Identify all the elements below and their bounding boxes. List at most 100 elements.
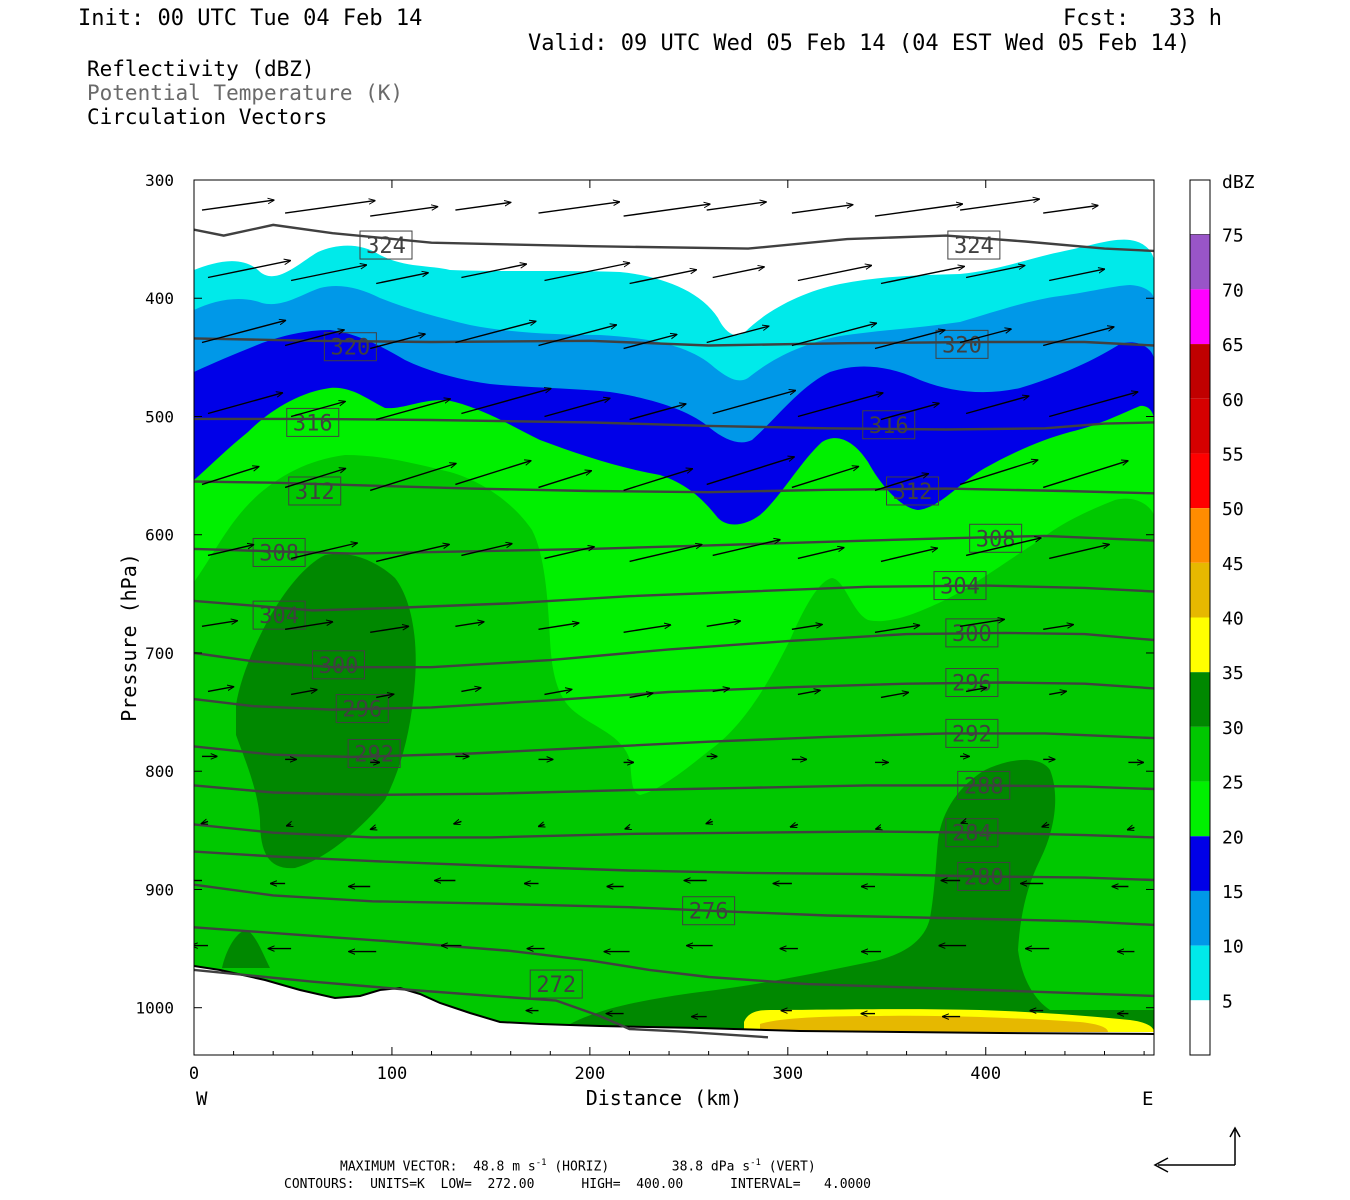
contour-label-box bbox=[347, 738, 401, 768]
contour-label: 292 bbox=[354, 742, 394, 767]
colorbar-level-label: 55 bbox=[1222, 444, 1244, 465]
contour-label: 304 bbox=[940, 575, 980, 600]
circulation-vector bbox=[880, 266, 964, 285]
y-tick-label: 400 bbox=[145, 289, 174, 308]
circulation-vector bbox=[207, 545, 254, 557]
colorbar-box bbox=[1190, 562, 1210, 618]
max-vector-horiz-units: m s bbox=[512, 1159, 536, 1175]
y-tick-label: 1000 bbox=[135, 999, 174, 1018]
circulation-vector bbox=[539, 824, 545, 826]
contour-label-box bbox=[335, 694, 389, 724]
contour-label-box bbox=[682, 896, 736, 926]
circulation-vector bbox=[1049, 544, 1109, 560]
circulation-vector bbox=[706, 326, 769, 344]
contour-label: 304 bbox=[259, 604, 299, 629]
theta-contour-line bbox=[194, 480, 1154, 495]
theta-contour-line bbox=[194, 732, 1154, 759]
colorbar-box bbox=[1190, 672, 1210, 727]
colorbar-level-label: 75 bbox=[1222, 226, 1244, 247]
contour-label: 300 bbox=[319, 654, 359, 679]
contour-label-box bbox=[935, 329, 989, 359]
contour-label-box bbox=[529, 969, 583, 999]
circulation-vector bbox=[461, 544, 512, 557]
max-vector-vert-units: dPa s bbox=[710, 1159, 751, 1175]
circulation-vector bbox=[959, 460, 1038, 486]
max-vector-horiz-value: 48.8 bbox=[473, 1159, 505, 1175]
contour-label-box bbox=[945, 668, 999, 698]
circulation-vector bbox=[455, 622, 484, 627]
circulation-vector bbox=[201, 621, 237, 627]
circulation-vector bbox=[538, 623, 579, 630]
theta-contour-line bbox=[194, 417, 1154, 431]
refl-30-patch-sw bbox=[222, 930, 270, 968]
circulation-vector bbox=[629, 270, 697, 285]
contour-label: 320 bbox=[942, 333, 982, 358]
y-tick-label: 700 bbox=[145, 644, 174, 663]
contour-label-box bbox=[969, 523, 1023, 553]
circulation-vector bbox=[791, 323, 877, 347]
colorbar-level-label: 15 bbox=[1222, 882, 1244, 903]
colorbar-level-label: 30 bbox=[1222, 718, 1244, 739]
circulation-vector bbox=[623, 469, 693, 492]
circulation-vector bbox=[454, 821, 462, 824]
colorbar-box bbox=[1190, 781, 1210, 837]
colorbar-level-label: 40 bbox=[1222, 609, 1244, 630]
field-reflectivity: Reflectivity (dBZ) bbox=[87, 57, 315, 81]
colorbar-box bbox=[1189, 179, 1211, 236]
colorbar-box bbox=[1190, 344, 1210, 399]
circulation-vector bbox=[959, 619, 1004, 627]
theta-contour-line bbox=[194, 850, 1154, 882]
colorbar-level-label: 25 bbox=[1222, 773, 1244, 794]
theta-contour-line bbox=[194, 883, 1154, 927]
circulation-vector bbox=[461, 389, 550, 415]
refl-30-cell-east bbox=[560, 759, 1154, 1030]
x-tick-label: 0 bbox=[189, 1064, 199, 1084]
circulation-vector bbox=[629, 404, 686, 421]
circulation-vector bbox=[290, 265, 366, 282]
colorbar-level-label: 20 bbox=[1222, 827, 1244, 848]
circulation-vector bbox=[207, 393, 283, 415]
circulation-vector bbox=[376, 273, 428, 285]
colorbar-box bbox=[1190, 726, 1210, 782]
circulation-vector bbox=[712, 540, 780, 557]
circulation-vector bbox=[876, 827, 881, 829]
y-tick-label: 500 bbox=[145, 407, 174, 426]
contour-label: 316 bbox=[293, 411, 333, 436]
colorbar-box bbox=[1190, 1000, 1210, 1055]
colorbar: dBZ 75 70 65 60 55 50 45 40 35 30 25 20 15 10 5 bbox=[1189, 172, 1255, 1056]
contour-label-box bbox=[359, 230, 413, 260]
colorbar-box bbox=[1190, 289, 1210, 345]
refl-40-band bbox=[760, 1015, 1108, 1032]
y-tick-label: 300 bbox=[145, 171, 174, 190]
circulation-vector bbox=[965, 688, 986, 693]
colorbar-level-label: 60 bbox=[1222, 390, 1244, 411]
circulation-vector bbox=[284, 330, 344, 347]
theta-contour-line bbox=[194, 534, 1154, 555]
max-vector-vert-value: 38.8 bbox=[671, 1159, 704, 1175]
circulation-vector bbox=[290, 690, 317, 696]
max-vector-horiz-tag: (HORIZ) bbox=[554, 1159, 610, 1175]
colorbar-unit: dBZ bbox=[1222, 172, 1255, 193]
circulation-vector bbox=[1128, 827, 1135, 829]
y-tick-label: 800 bbox=[145, 762, 174, 781]
circulation-vector bbox=[1043, 625, 1073, 630]
circulation-vector bbox=[544, 398, 610, 418]
colorbar-frame bbox=[1189, 179, 1211, 1056]
contours-info: CONTOURS: UNITS=K LOW= 272.00 HIGH= 400.… bbox=[284, 1177, 871, 1192]
contour-label-box bbox=[311, 650, 365, 680]
contour-label: 284 bbox=[952, 822, 992, 847]
contour-label-box bbox=[286, 407, 340, 437]
contour-label: 296 bbox=[342, 698, 382, 723]
circulation-vector bbox=[623, 204, 710, 217]
circulation-vector bbox=[1049, 269, 1104, 282]
circulation-vector bbox=[629, 545, 702, 563]
circulation-vector bbox=[874, 330, 945, 350]
theta-contour-line bbox=[194, 823, 1154, 839]
circulation-vector bbox=[791, 467, 859, 489]
terrain-line bbox=[194, 965, 1154, 1035]
x-tick-label: 400 bbox=[970, 1064, 1001, 1084]
contour-label-box bbox=[288, 476, 342, 506]
circulation-vector bbox=[1043, 206, 1098, 214]
